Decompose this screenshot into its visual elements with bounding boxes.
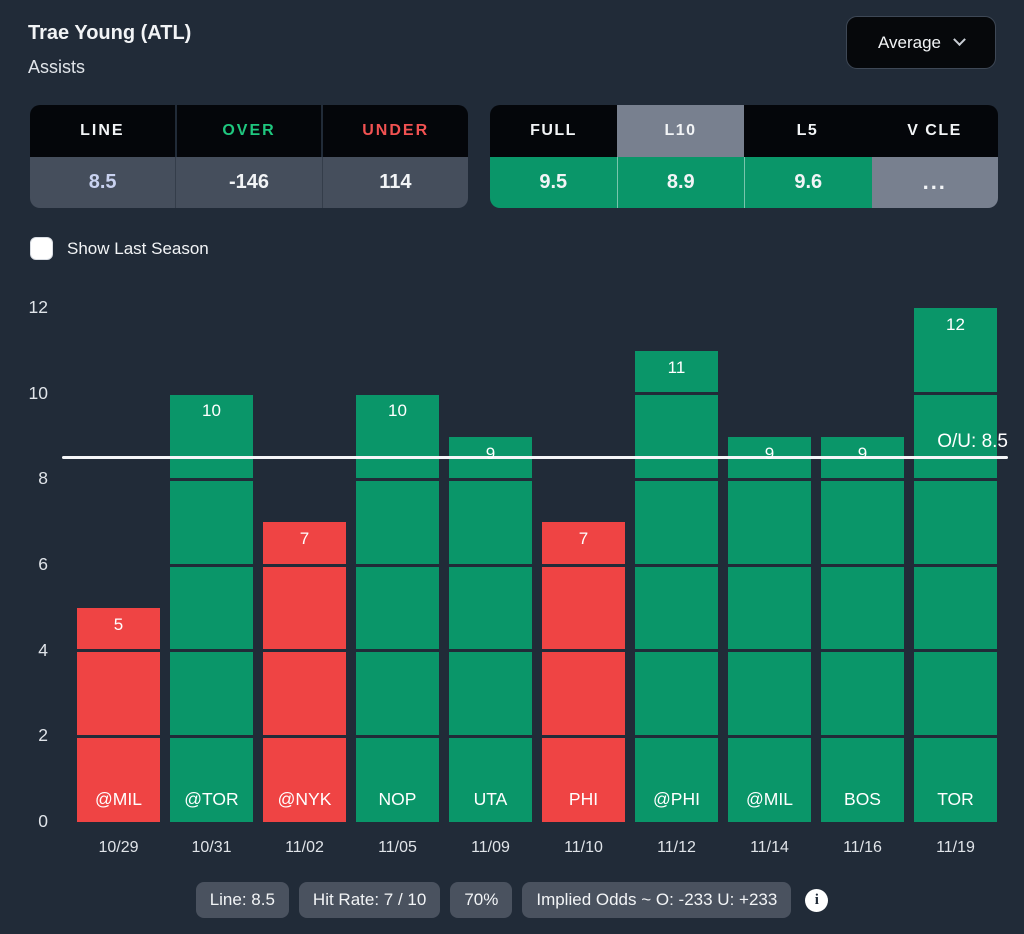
odds-value-row: 8.5 -146 114 [30, 156, 468, 208]
y-axis-tick-8: 8 [38, 468, 48, 489]
x-axis-date-label: 11/16 [843, 839, 882, 856]
bar-opponent-label: UTA [473, 789, 508, 809]
y-axis-tick-10: 10 [28, 382, 48, 403]
tab-l5[interactable]: L5 [744, 105, 871, 157]
odds-over-value: -146 [175, 156, 322, 208]
bar-opponent-label: @TOR [184, 789, 239, 809]
odds-header-line: LINE [30, 105, 175, 157]
odds-table: LINE OVER UNDER 8.5 -146 114 [30, 105, 468, 208]
y-axis-tick-12: 12 [28, 297, 48, 317]
splits-value-row: 9.5 8.9 9.6 ... [490, 156, 998, 208]
chevron-down-icon [953, 33, 966, 47]
x-axis-date-label: 11/02 [285, 839, 324, 856]
bar-value-label: 5 [113, 614, 124, 634]
bar-opponent-label: @NYK [277, 789, 332, 809]
bar-opponent-label: @PHI [653, 789, 700, 809]
bar-value-label: 10 [388, 400, 407, 420]
assists-bar-chart: 0 2 4 6 8 10 12 5 @MIL 10/29 10 @TOR 10/31 7 @NYK 11/02… [0, 280, 1024, 870]
summary-footer: Line: 8.5 Hit Rate: 7 / 10 70% Implied O… [0, 882, 1024, 918]
y-axis-tick-2: 2 [38, 725, 48, 746]
average-dropdown[interactable]: Average [846, 16, 996, 69]
implied-odds-badge: Implied Odds ~ O: -233 U: +233 [522, 882, 792, 918]
show-last-season-label: Show Last Season [67, 239, 209, 258]
x-axis-date-label: 10/31 [191, 839, 232, 856]
line-badge: Line: 8.5 [195, 882, 289, 918]
gridline-4 [60, 649, 1010, 653]
splits-vcle-value: ... [871, 156, 998, 208]
bar-opponent-label: BOS [844, 789, 881, 809]
gridline-10 [60, 392, 1010, 396]
odds-line-value: 8.5 [30, 156, 176, 208]
x-axis-date-label: 11/12 [657, 839, 696, 856]
odds-header-row: LINE OVER UNDER [30, 105, 468, 157]
chart-bar-11/05[interactable] [356, 393, 439, 822]
x-axis-date-label: 11/05 [378, 839, 417, 856]
bar-value-label: 12 [946, 315, 965, 334]
x-axis-date-label: 11/09 [471, 839, 510, 856]
over-under-line-label: O/U: 8.5 [937, 430, 1008, 452]
gridline-2 [60, 734, 1010, 738]
x-axis-date-label: 11/10 [564, 839, 603, 856]
show-last-season-checkbox[interactable] [30, 237, 53, 260]
splits-table: FULL L10 L5 V CLE 9.5 8.9 9.6 ... [490, 105, 998, 208]
bar-value-label: 9 [857, 443, 868, 463]
chart-bar-11/16[interactable] [821, 436, 904, 822]
bar-value-label: 7 [578, 529, 589, 549]
stat-name: Assists [28, 57, 86, 77]
y-axis-tick-4: 4 [38, 639, 48, 660]
dropdown-value: Average [877, 32, 941, 52]
info-icon[interactable]: i [805, 888, 829, 912]
over-under-line [62, 456, 1008, 460]
bar-opponent-label: @MIL [95, 789, 142, 809]
chart-bar-11/12[interactable] [635, 350, 718, 822]
bar-value-label: 11 [667, 357, 686, 377]
splits-l10-value: 8.9 [616, 156, 744, 208]
bar-value-label: 7 [299, 529, 310, 549]
chart-bar-11/09[interactable] [449, 436, 532, 822]
chart-bar-10/29[interactable] [77, 607, 160, 822]
splits-tab-row: FULL L10 L5 V CLE [490, 105, 998, 157]
tab-l10[interactable]: L10 [617, 105, 744, 157]
chart-bar-11/14[interactable] [728, 436, 811, 822]
bar-value-label: 9 [485, 443, 496, 463]
gridline-8 [60, 477, 1010, 481]
splits-l5-value: 9.6 [744, 156, 872, 208]
x-axis-date-label: 11/19 [936, 839, 975, 856]
odds-under-value: 114 [321, 156, 468, 208]
odds-header-under: UNDER [321, 105, 468, 157]
bar-opponent-label: PHI [568, 789, 599, 809]
hit-rate-percent-badge: 70% [450, 882, 513, 918]
x-axis-date-label: 11/14 [750, 839, 789, 856]
gridline-6 [60, 563, 1010, 567]
x-axis-date-label: 10/29 [98, 839, 139, 856]
tab-full[interactable]: FULL [490, 105, 617, 157]
bar-opponent-label: TOR [937, 789, 974, 809]
bar-opponent-label: @MIL [746, 789, 793, 809]
odds-header-over: OVER [174, 105, 322, 157]
chart-bar-11/02[interactable] [263, 522, 346, 822]
splits-full-value: 9.5 [490, 156, 617, 208]
bar-opponent-label: NOP [378, 789, 417, 809]
player-name: Trae Young (ATL) [28, 22, 192, 44]
tab-vcle[interactable]: V CLE [871, 105, 998, 157]
chart-bar-11/10[interactable] [542, 522, 625, 822]
hit-rate-badge: Hit Rate: 7 / 10 [298, 882, 441, 918]
y-axis-tick-6: 6 [38, 554, 48, 574]
y-axis-tick-0: 0 [38, 811, 48, 831]
bar-value-label: 9 [764, 443, 775, 463]
chart-bar-10/31[interactable] [170, 393, 253, 822]
bar-value-label: 10 [202, 400, 221, 420]
